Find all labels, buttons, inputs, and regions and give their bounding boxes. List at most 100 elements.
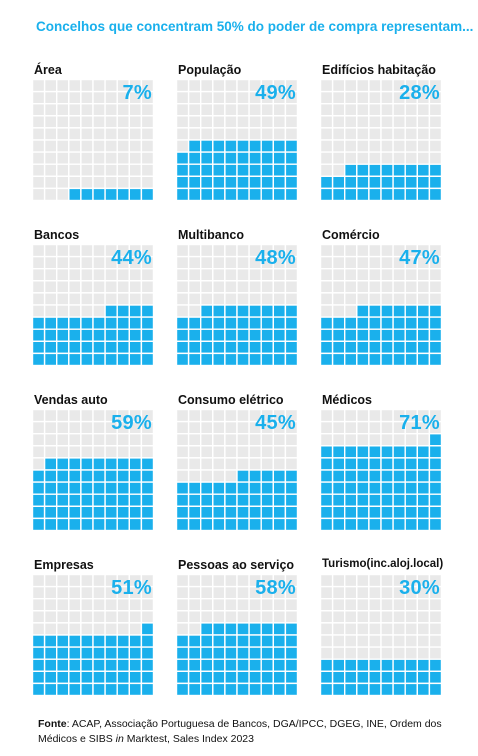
waffle-cell-filled	[404, 505, 418, 520]
waffle-cell-empty	[356, 244, 370, 258]
waffle-cell-filled	[176, 151, 190, 165]
waffle-cell-filled	[116, 493, 130, 507]
waffle-cell-filled	[56, 505, 70, 520]
waffle-cell-empty	[392, 292, 406, 306]
waffle-cell-filled	[248, 328, 262, 342]
waffle-cell-filled	[380, 670, 394, 685]
waffle-cell-filled	[248, 187, 262, 201]
waffle-cell-filled	[260, 304, 274, 318]
waffle-cell-empty	[68, 244, 82, 258]
waffle-cell-filled	[248, 316, 262, 330]
waffle-cell-filled	[187, 505, 202, 520]
waffle-cell-filled	[68, 316, 82, 330]
waffle-cell-filled	[320, 682, 334, 696]
waffle-cell-empty	[380, 574, 394, 588]
waffle-cell-empty	[368, 255, 382, 270]
waffle-cell-empty	[212, 420, 226, 435]
waffle-cell-empty	[32, 420, 46, 435]
waffle-cell-filled	[92, 187, 106, 201]
waffle-cell-empty	[187, 90, 202, 105]
waffle-cell-filled	[140, 352, 154, 366]
waffle-cell-empty	[320, 280, 334, 294]
waffle-cell-filled	[368, 481, 382, 495]
waffle-cell-filled	[416, 481, 431, 495]
waffle-panel: Área 7%	[32, 63, 154, 213]
waffle-cell-empty	[116, 139, 130, 153]
waffle-cell-empty	[404, 646, 418, 660]
waffle-cell-empty	[80, 574, 94, 588]
waffle-cell-filled	[356, 187, 370, 201]
waffle-cell-filled	[428, 517, 442, 531]
waffle-cell-filled	[260, 646, 274, 660]
waffle-cell-empty	[392, 115, 406, 129]
waffle-cell-filled	[128, 505, 143, 520]
waffle-cell-empty	[284, 268, 298, 282]
waffle-cell-filled	[284, 151, 298, 165]
waffle-cell-filled	[272, 634, 287, 648]
waffle-cell-empty	[260, 445, 274, 459]
waffle-cell-empty	[344, 646, 358, 660]
waffle-cell-empty	[224, 268, 238, 282]
waffle-cell-filled	[284, 481, 298, 495]
waffle-cell-filled	[260, 658, 274, 672]
waffle-cell-empty	[32, 187, 46, 201]
waffle-cell-empty	[212, 255, 226, 270]
waffle-cell-empty	[43, 574, 58, 588]
waffle-cell-empty	[128, 445, 143, 459]
waffle-cell-empty	[331, 409, 346, 423]
waffle-cell-empty	[92, 163, 106, 177]
waffle-cell-empty	[344, 255, 358, 270]
waffle-cell-empty	[380, 292, 394, 306]
waffle-cell-empty	[104, 90, 118, 105]
waffle-cell-filled	[176, 481, 190, 495]
waffle-cell-filled	[236, 646, 250, 660]
waffle-cell-filled	[248, 505, 262, 520]
waffle-cell-filled	[260, 187, 274, 201]
waffle-cell-filled	[104, 340, 118, 355]
waffle-cell-filled	[236, 175, 250, 190]
waffle-cell-empty	[272, 445, 287, 459]
waffle-cell-filled	[331, 505, 346, 520]
waffle-panel: Consumo elétrico 45%	[176, 393, 298, 543]
waffle-cell-empty	[200, 445, 214, 459]
waffle-cell-filled	[92, 481, 106, 495]
waffle-cell-empty	[68, 585, 82, 600]
waffle-cell-filled	[200, 352, 214, 366]
waffle-cell-filled	[128, 517, 143, 531]
waffle-cell-filled	[248, 163, 262, 177]
waffle-cell-filled	[428, 352, 442, 366]
waffle-cell-empty	[212, 115, 226, 129]
waffle-cell-filled	[356, 682, 370, 696]
waffle-cell-empty	[380, 280, 394, 294]
waffle-cell-filled	[176, 658, 190, 672]
waffle-cell-empty	[236, 90, 250, 105]
waffle-cell-empty	[32, 280, 46, 294]
waffle-cell-empty	[236, 574, 250, 588]
waffle-cell-filled	[368, 682, 382, 696]
waffle-cell-empty	[320, 127, 334, 141]
waffle-cell-empty	[224, 103, 238, 117]
waffle-cell-empty	[356, 292, 370, 306]
waffle-cell-filled	[368, 493, 382, 507]
waffle-cell-empty	[32, 90, 46, 105]
waffle-cell-empty	[428, 280, 442, 294]
waffle-cell-filled	[428, 433, 442, 447]
waffle-cell-filled	[104, 634, 118, 648]
waffle-cell-filled	[356, 340, 370, 355]
waffle-cell-empty	[236, 420, 250, 435]
waffle-cell-empty	[104, 103, 118, 117]
waffle-cell-filled	[176, 328, 190, 342]
waffle-cell-empty	[56, 445, 70, 459]
waffle-cell-empty	[331, 139, 346, 153]
waffle-cell-empty	[320, 163, 334, 177]
waffle-cell-filled	[32, 646, 46, 660]
waffle-panel: Médicos 71%	[320, 393, 442, 543]
waffle-cell-empty	[92, 420, 106, 435]
waffle-cell-filled	[284, 646, 298, 660]
waffle-cell-empty	[331, 420, 346, 435]
waffle-cell-empty	[80, 268, 94, 282]
waffle-cell-filled	[428, 469, 442, 483]
waffle-cell-empty	[224, 585, 238, 600]
waffle-cell-empty	[43, 79, 58, 93]
waffle-cell-filled	[260, 469, 274, 483]
